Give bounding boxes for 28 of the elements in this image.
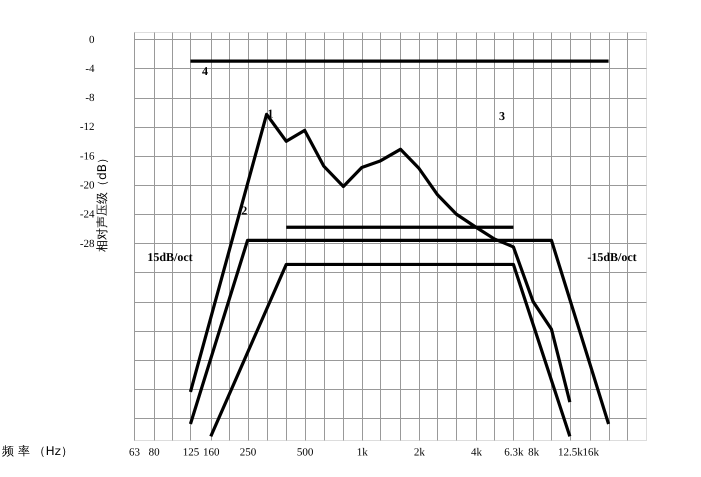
y-tick-label: -4 <box>85 62 95 75</box>
x-tick-label: 500 <box>296 446 314 458</box>
annotation: 15dB/oct <box>147 250 193 264</box>
y-tick-label: 0 <box>89 34 95 46</box>
x-tick-label: 80 <box>148 446 160 458</box>
y-tick-label: -24 <box>80 208 95 221</box>
annotation: 4 <box>202 64 208 78</box>
y-axis-title: 相对声压级（dB） <box>95 152 109 252</box>
y-tick-label: -28 <box>80 238 95 250</box>
x-tick-label: 125 <box>182 446 200 458</box>
x-axis-title: 频 率 （Hz） <box>2 444 73 458</box>
x-tick-label: 16k <box>582 446 600 458</box>
y-tick-label: -12 <box>80 121 94 134</box>
y-tick-label: -16 <box>80 150 95 162</box>
annotation: 2 <box>241 204 248 218</box>
annotation: 3 <box>499 109 505 123</box>
x-tick-label: 1k <box>356 446 368 458</box>
x-tick-label: 2k <box>414 446 426 458</box>
x-tick-label: 160 <box>203 446 220 458</box>
annotation: -15dB/oct <box>587 250 637 264</box>
x-tick-label: 63 <box>129 446 140 458</box>
x-tick-label: 8k <box>528 446 540 458</box>
x-tick-label: 12.5k <box>558 446 584 458</box>
y-tick-label: -20 <box>80 180 95 192</box>
y-tick-label: -8 <box>85 92 95 104</box>
x-tick-label: 6.3k <box>504 446 524 458</box>
x-tick-label: 250 <box>240 446 257 458</box>
x-tick-label: 4k <box>470 446 482 458</box>
